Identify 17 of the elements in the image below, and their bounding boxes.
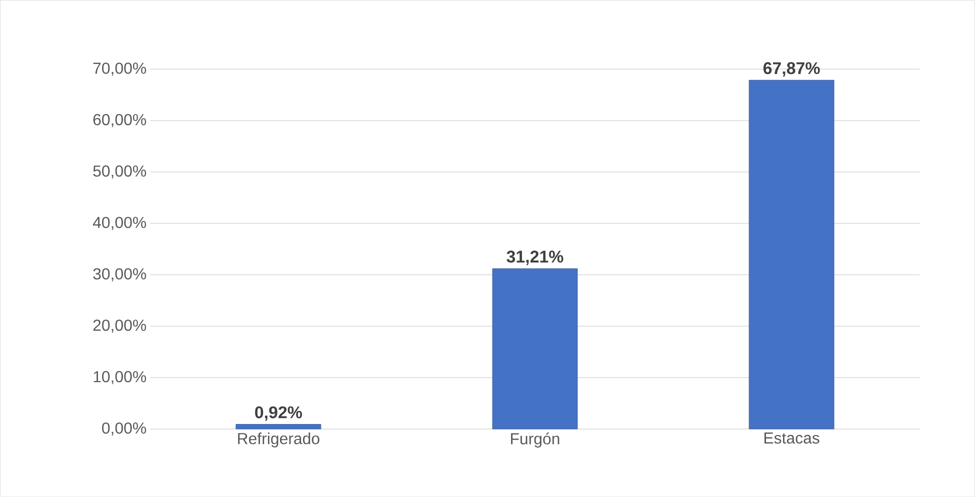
data-label: 67,87%: [763, 62, 820, 77]
bar: [748, 80, 834, 430]
bar: [492, 268, 578, 430]
x-tick-label: Furgón: [511, 432, 560, 448]
y-tick-label: 50,00%: [93, 165, 146, 178]
x-tick-label: Estacas: [764, 432, 820, 444]
data-label: 31,21%: [506, 250, 564, 265]
y-tick-label: 60,00%: [93, 114, 146, 128]
y-tick-label: 20,00%: [93, 320, 146, 333]
y-tick-label: 0,00%: [102, 422, 146, 436]
y-tick-label: 30,00%: [93, 268, 146, 282]
bar: [236, 424, 322, 430]
y-tick-label: 70,00%: [93, 62, 146, 76]
y-tick-label: 10,00%: [94, 370, 146, 384]
y-tick-label: 40,00%: [92, 216, 146, 230]
x-tick-label: Refrigerado: [238, 432, 320, 448]
data-label: 0,92%: [255, 406, 302, 421]
